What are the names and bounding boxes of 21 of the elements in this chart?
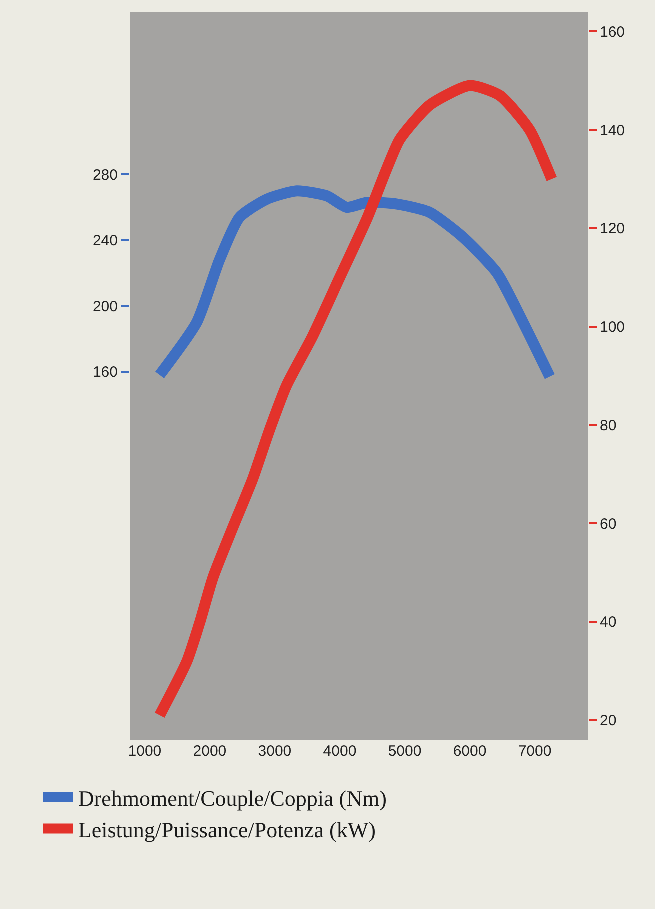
y-tick-label: 200 [92, 298, 118, 316]
x-tick-label: 5000 [388, 743, 422, 760]
x-tick-label: 2000 [193, 743, 227, 760]
legend-label: Leistung/Puissance/Potenza (kW) [78, 817, 376, 842]
y2-tick-label: 80 [600, 417, 617, 434]
y-tick-label: 240 [92, 232, 118, 250]
x-tick-label: 6000 [453, 743, 487, 760]
y-tick-label: 160 [92, 364, 118, 382]
x-tick-label: 1000 [128, 743, 162, 760]
legend-label: Drehmoment/Couple/Coppia (Nm) [78, 786, 387, 811]
y2-tick-label: 140 [600, 122, 626, 140]
y2-tick-label: 160 [600, 24, 626, 41]
x-tick-label: 7000 [518, 743, 552, 760]
y2-tick-label: 60 [600, 516, 617, 533]
y2-tick-label: 40 [600, 614, 617, 632]
y2-tick-label: 100 [600, 319, 626, 336]
y2-tick-label: 20 [600, 712, 617, 730]
x-tick-label: 3000 [258, 743, 292, 760]
y-tick-label: 280 [92, 166, 118, 184]
x-tick-label: 4000 [323, 743, 357, 760]
y2-tick-label: 120 [600, 220, 626, 238]
